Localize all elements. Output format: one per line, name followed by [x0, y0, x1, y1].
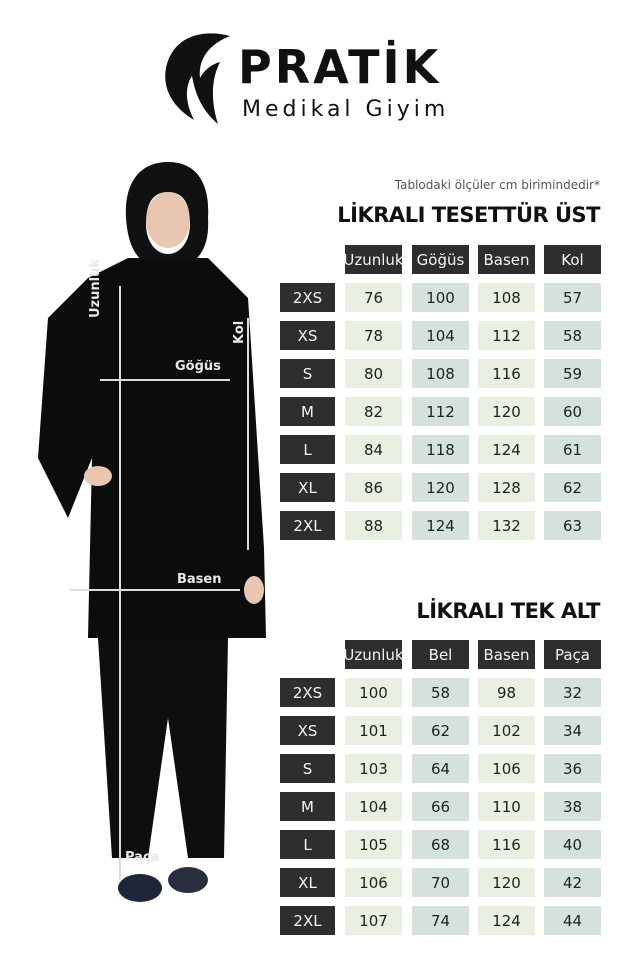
table-cell: 108 [478, 283, 535, 312]
sleeve-measure-label: Kol [232, 320, 247, 344]
table-cell: 62 [412, 716, 469, 745]
table-cell: 58 [544, 321, 601, 350]
table-cell: 100 [345, 678, 402, 707]
table-cell: 120 [412, 473, 469, 502]
table-cell: 102 [478, 716, 535, 745]
size-label: 2XS [280, 283, 335, 312]
table-cell: 86 [345, 473, 402, 502]
table-cell: 88 [345, 511, 402, 540]
table-cell: 120 [478, 397, 535, 426]
size-label: S [280, 754, 335, 783]
table-cell: 62 [544, 473, 601, 502]
chest-measure-label: Göğüs [175, 359, 221, 374]
table-cell: 116 [478, 830, 535, 859]
brand-tagline: Medikal Giyim [242, 97, 450, 122]
table-cell: 103 [345, 754, 402, 783]
column-header: Basen [478, 640, 535, 669]
table-cell: 61 [544, 435, 601, 464]
table-cell: 59 [544, 359, 601, 388]
table-cell: 106 [478, 754, 535, 783]
table-cell: 78 [345, 321, 402, 350]
table-cell: 36 [544, 754, 601, 783]
column-header: Bel [412, 640, 469, 669]
table-cell: 120 [478, 868, 535, 897]
size-label: M [280, 792, 335, 821]
model-figure [38, 162, 266, 902]
column-header: Uzunluk [343, 640, 404, 669]
table-cell: 66 [412, 792, 469, 821]
table-cell: 44 [544, 906, 601, 935]
table-cell: 108 [412, 359, 469, 388]
size-label: 2XS [280, 678, 335, 707]
table-cell: 74 [412, 906, 469, 935]
table-cell: 80 [345, 359, 402, 388]
table-cell: 124 [412, 511, 469, 540]
table-cell: 132 [478, 511, 535, 540]
hip-measure-label: Basen [177, 572, 222, 587]
size-label: S [280, 359, 335, 388]
unit-note: Tablodaki ölçüler cm birimindedir* [394, 178, 600, 192]
table-cell: 57 [544, 283, 601, 312]
hem-measure-label: Paça [125, 850, 160, 865]
size-label: L [280, 830, 335, 859]
column-header: Paça [544, 640, 601, 669]
table-cell: 110 [478, 792, 535, 821]
column-header: Kol [544, 245, 601, 274]
table-cell: 98 [478, 678, 535, 707]
table-cell: 100 [412, 283, 469, 312]
table-cell: 101 [345, 716, 402, 745]
column-header: Basen [478, 245, 535, 274]
table-cell: 118 [412, 435, 469, 464]
table-cell: 104 [412, 321, 469, 350]
goat-logo-icon [165, 33, 230, 124]
size-label: XS [280, 321, 335, 350]
table-cell: 128 [478, 473, 535, 502]
table-cell: 40 [544, 830, 601, 859]
size-label: XL [280, 868, 335, 897]
table-cell: 64 [412, 754, 469, 783]
table-cell: 63 [544, 511, 601, 540]
column-header: Göğüs [412, 245, 469, 274]
table-cell: 112 [478, 321, 535, 350]
top-table-title: LİKRALI TESETTÜR ÜST [337, 203, 600, 227]
table-cell: 107 [345, 906, 402, 935]
table-cell: 38 [544, 792, 601, 821]
table-cell: 58 [412, 678, 469, 707]
table-cell: 116 [478, 359, 535, 388]
table-cell: 70 [412, 868, 469, 897]
size-label: XS [280, 716, 335, 745]
table-cell: 105 [345, 830, 402, 859]
size-label: 2XL [280, 511, 335, 540]
table-cell: 124 [478, 906, 535, 935]
table-cell: 104 [345, 792, 402, 821]
table-cell: 32 [544, 678, 601, 707]
size-label: L [280, 435, 335, 464]
size-label: M [280, 397, 335, 426]
table-cell: 84 [345, 435, 402, 464]
table-cell: 68 [412, 830, 469, 859]
table-cell: 82 [345, 397, 402, 426]
table-cell: 76 [345, 283, 402, 312]
table-cell: 124 [478, 435, 535, 464]
brand-name: PRATİK [238, 40, 442, 94]
table-cell: 34 [544, 716, 601, 745]
table-cell: 42 [544, 868, 601, 897]
length-measure-label: Uzunluk [88, 259, 103, 318]
bottom-table-title: LİKRALI TEK ALT [416, 599, 600, 623]
column-header: Uzunluk [343, 245, 404, 274]
table-cell: 106 [345, 868, 402, 897]
size-label: 2XL [280, 906, 335, 935]
table-cell: 60 [544, 397, 601, 426]
size-label: XL [280, 473, 335, 502]
table-cell: 112 [412, 397, 469, 426]
